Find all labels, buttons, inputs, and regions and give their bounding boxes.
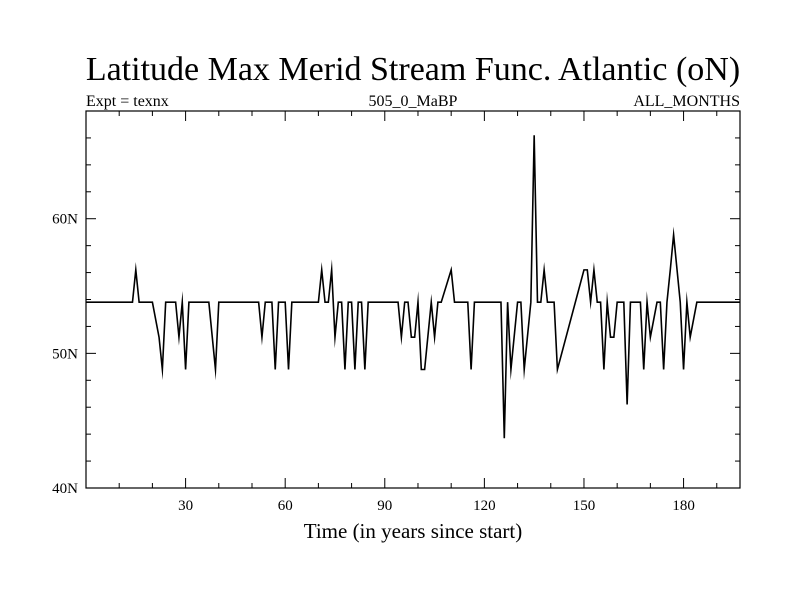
- x-tick-label: 30: [178, 498, 193, 514]
- x-tick-label: 90: [377, 498, 392, 514]
- y-tick-label: 50N: [52, 346, 78, 362]
- series-line: [86, 135, 740, 439]
- chart-title: Latitude Max Merid Stream Func. Atlantic…: [86, 51, 740, 88]
- y-tick-label: 60N: [52, 212, 78, 228]
- axis-ticks: 30 60 90 120 150 180 40N 50N 60N: [52, 111, 740, 514]
- x-tick-label: 120: [473, 498, 496, 514]
- x-axis-label: Time (in years since start): [304, 519, 523, 543]
- x-tick-label: 60: [278, 498, 293, 514]
- y-tick-label: 40N: [52, 481, 78, 497]
- plot-frame: [85, 110, 741, 489]
- experiment-label: Expt = texnx: [86, 93, 169, 110]
- series-group: [86, 135, 740, 439]
- months-label: ALL_MONTHS: [633, 93, 740, 110]
- period-label: 505_0_MaBP: [369, 93, 458, 110]
- x-tick-label: 180: [672, 498, 695, 514]
- x-tick-label: 150: [573, 498, 596, 514]
